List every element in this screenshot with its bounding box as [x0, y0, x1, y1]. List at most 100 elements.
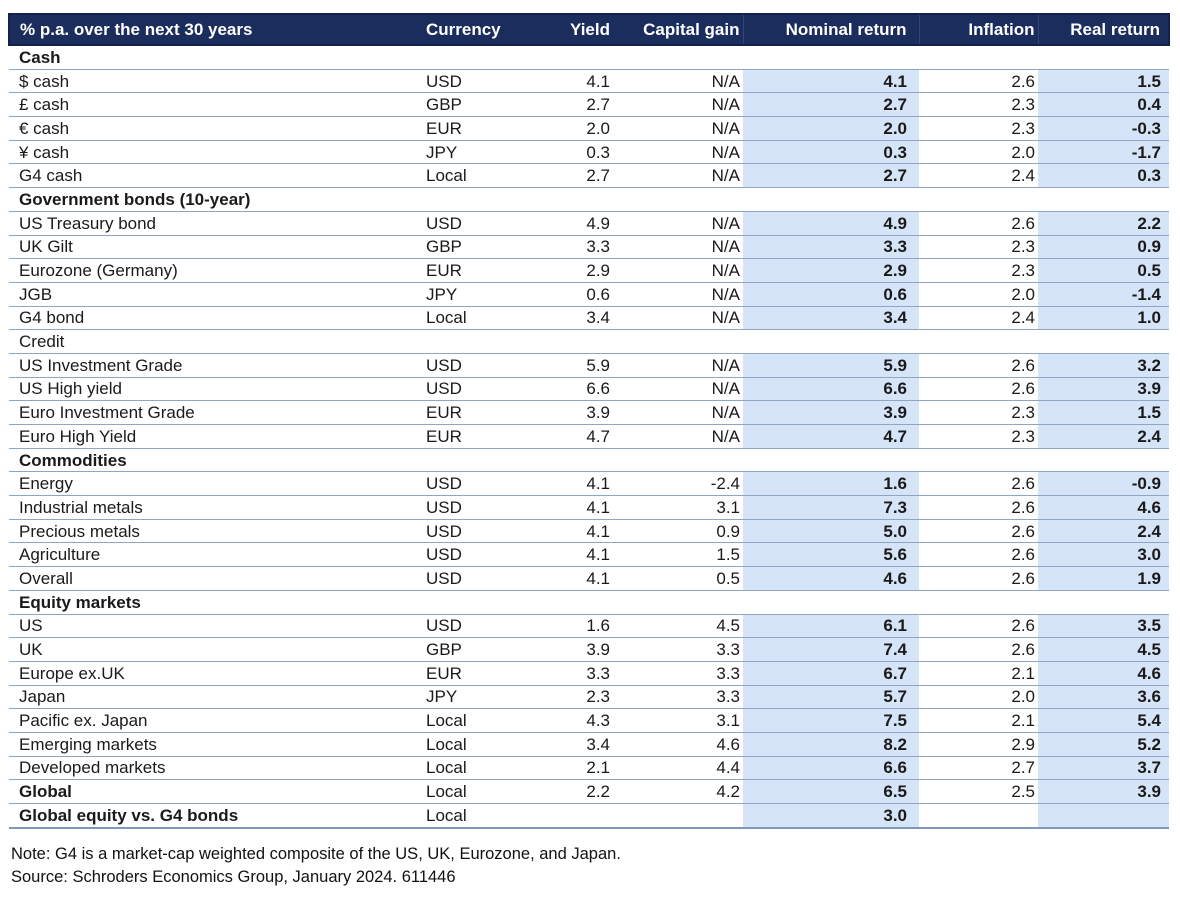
col-header-currency: Currency — [421, 13, 539, 46]
col-header-real-return: Real return — [1037, 13, 1170, 46]
row-label: JGB — [9, 282, 421, 307]
row-label: Precious metals — [9, 519, 421, 544]
cell-yield: 2.9 — [539, 258, 613, 283]
table-row: ¥ cash JPY 0.3 N/A 0.3 2.0 -1.7 — [9, 140, 1169, 165]
cell-capital-gain: N/A — [613, 69, 743, 94]
cell-nominal-return: 0.3 — [743, 140, 919, 165]
row-label: Global equity vs. G4 bonds — [9, 803, 421, 829]
section-header-row: Equity markets — [9, 590, 1169, 615]
table-row: £ cash GBP 2.7 N/A 2.7 2.3 0.4 — [9, 92, 1169, 118]
cell-currency: GBP — [421, 235, 539, 260]
row-label: Agriculture — [9, 542, 421, 568]
cell-capital-gain: 4.2 — [613, 779, 743, 804]
section-header-row: Credit — [9, 329, 1169, 354]
cell-yield: 4.1 — [539, 495, 613, 520]
cell-inflation: 2.0 — [919, 685, 1038, 710]
cell-real-return: 1.9 — [1038, 566, 1169, 591]
cell-real-return: 0.5 — [1038, 258, 1169, 283]
cell-capital-gain: N/A — [613, 258, 743, 283]
cell-nominal-return: 6.6 — [743, 377, 919, 402]
cell-currency: EUR — [421, 424, 539, 449]
cell-capital-gain: N/A — [613, 424, 743, 449]
cell-real-return: 2.2 — [1038, 211, 1169, 236]
cell-capital-gain: 3.3 — [613, 661, 743, 686]
row-label: Japan — [9, 685, 421, 710]
returns-forecast-table: % p.a. over the next 30 years Currency Y… — [8, 13, 1170, 829]
cell-yield: 4.1 — [539, 69, 613, 94]
table-row: US Investment Grade USD 5.9 N/A 5.9 2.6 3.2 — [9, 353, 1169, 378]
cell-currency: Local — [421, 163, 539, 189]
cell-capital-gain: 4.6 — [613, 732, 743, 757]
table-row: US High yield USD 6.6 N/A 6.6 2.6 3.9 — [9, 377, 1169, 402]
cell-yield: 0.3 — [539, 140, 613, 165]
cell-nominal-return: 4.7 — [743, 424, 919, 449]
cell-inflation: 2.1 — [919, 708, 1038, 733]
cell-capital-gain: 4.5 — [613, 614, 743, 639]
cell-yield: 3.4 — [539, 732, 613, 757]
table-row: Emerging markets Local 3.4 4.6 8.2 2.9 5.2 — [9, 732, 1169, 757]
cell-inflation: 2.3 — [919, 116, 1038, 141]
cell-nominal-return: 3.4 — [743, 306, 919, 331]
row-label: Euro Investment Grade — [9, 400, 421, 425]
row-label: G4 bond — [9, 306, 421, 331]
cell-nominal-return: 1.6 — [743, 471, 919, 497]
cell-nominal-return: 4.9 — [743, 211, 919, 236]
row-label: Pacific ex. Japan — [9, 708, 421, 733]
table-row: Euro High Yield EUR 4.7 N/A 4.7 2.3 2.4 — [9, 424, 1169, 449]
cell-capital-gain: 0.9 — [613, 519, 743, 544]
row-label: G4 cash — [9, 163, 421, 189]
cell-yield: 2.7 — [539, 92, 613, 118]
row-label: $ cash — [9, 69, 421, 94]
table-row: Energy USD 4.1 -2.4 1.6 2.6 -0.9 — [9, 471, 1169, 497]
cell-inflation: 2.3 — [919, 400, 1038, 425]
cell-currency: USD — [421, 211, 539, 236]
cell-currency: USD — [421, 377, 539, 402]
cell-yield — [539, 803, 613, 829]
table-row: Agriculture USD 4.1 1.5 5.6 2.6 3.0 — [9, 542, 1169, 568]
cell-currency: EUR — [421, 258, 539, 283]
cell-inflation: 2.1 — [919, 661, 1038, 686]
cell-yield: 2.2 — [539, 779, 613, 804]
col-header-inflation: Inflation — [918, 13, 1038, 46]
row-label: Emerging markets — [9, 732, 421, 757]
cell-real-return: 0.4 — [1038, 92, 1169, 118]
cell-yield: 4.1 — [539, 471, 613, 497]
cell-yield: 3.3 — [539, 661, 613, 686]
cell-nominal-return: 4.1 — [743, 69, 919, 94]
cell-currency: Local — [421, 756, 539, 781]
table-row: Europe ex.UK EUR 3.3 3.3 6.7 2.1 4.6 — [9, 661, 1169, 686]
cell-currency: EUR — [421, 661, 539, 686]
cell-currency: Local — [421, 803, 539, 829]
table-row: UK Gilt GBP 3.3 N/A 3.3 2.3 0.9 — [9, 235, 1169, 260]
cell-yield: 4.9 — [539, 211, 613, 236]
cell-nominal-return: 7.4 — [743, 637, 919, 662]
cell-real-return: 1.0 — [1038, 306, 1169, 331]
cell-nominal-return: 5.7 — [743, 685, 919, 710]
table-row: $ cash USD 4.1 N/A 4.1 2.6 1.5 — [9, 69, 1169, 94]
cell-nominal-return: 3.0 — [743, 803, 919, 829]
cell-capital-gain: 3.1 — [613, 708, 743, 733]
cell-nominal-return: 6.1 — [743, 614, 919, 639]
cell-real-return: 3.6 — [1038, 685, 1169, 710]
cell-real-return: 3.9 — [1038, 377, 1169, 402]
row-label: Industrial metals — [9, 495, 421, 520]
cell-inflation: 2.3 — [919, 258, 1038, 283]
cell-real-return: 3.9 — [1038, 779, 1169, 804]
table-title-cell: % p.a. over the next 30 years — [8, 13, 421, 46]
cell-nominal-return: 6.6 — [743, 756, 919, 781]
section-title: Commodities — [9, 448, 1169, 473]
table-row: US USD 1.6 4.5 6.1 2.6 3.5 — [9, 614, 1169, 639]
cell-nominal-return: 4.6 — [743, 566, 919, 591]
cell-inflation: 2.0 — [919, 140, 1038, 165]
cell-capital-gain: N/A — [613, 116, 743, 141]
cell-yield: 4.1 — [539, 542, 613, 568]
cell-yield: 3.4 — [539, 306, 613, 331]
cell-capital-gain: N/A — [613, 92, 743, 118]
cell-nominal-return: 2.0 — [743, 116, 919, 141]
table-row: Euro Investment Grade EUR 3.9 N/A 3.9 2.3 1.5 — [9, 400, 1169, 425]
row-label: Overall — [9, 566, 421, 591]
cell-real-return: 3.0 — [1038, 542, 1169, 568]
cell-inflation — [919, 803, 1038, 829]
cell-yield: 2.1 — [539, 756, 613, 781]
